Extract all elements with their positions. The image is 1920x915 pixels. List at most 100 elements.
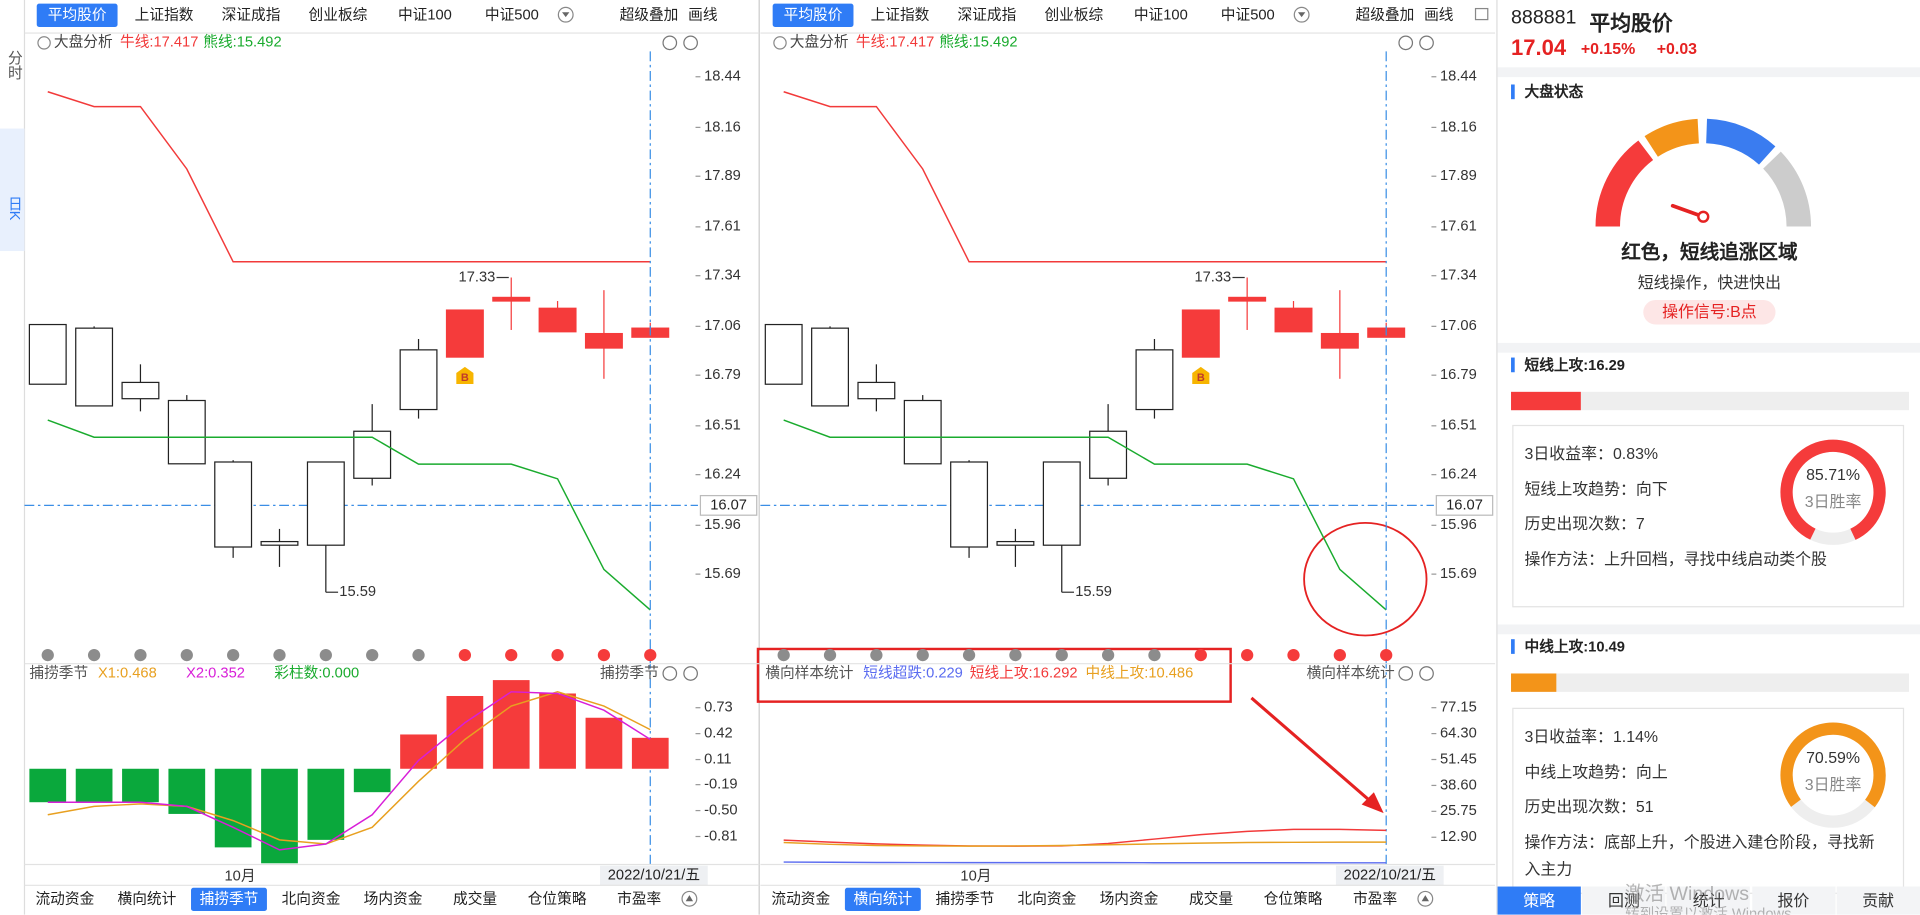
sidebar-tab[interactable]: 统计	[1667, 886, 1751, 915]
legend-entry: 牛线:17.417	[120, 34, 198, 51]
stock-tab[interactable]: 深证成指	[221, 6, 281, 24]
indicator-tab[interactable]: 横向统计	[844, 887, 921, 912]
indicator-tab[interactable]: 流动资金	[771, 890, 831, 908]
indicator-tab[interactable]: 北向资金	[1017, 890, 1077, 908]
gauge-pivot	[1697, 210, 1710, 223]
signal-dot	[319, 648, 332, 662]
win-rate-label: 3日胜率	[1804, 492, 1862, 511]
signal-dot	[180, 648, 193, 662]
stock-tab[interactable]: 平均股价	[36, 3, 118, 27]
stock-code: 888881	[1511, 7, 1577, 29]
stock-tab[interactable]: 中证500	[484, 6, 539, 24]
stock-tab[interactable]: 上证指数	[870, 6, 930, 24]
stock-tab[interactable]: 深证成指	[957, 6, 1017, 24]
indicator-tab[interactable]: 成交量	[453, 890, 498, 908]
stock-tab[interactable]: 中证500	[1220, 6, 1275, 24]
candle-body	[121, 381, 160, 400]
header-icon[interactable]	[1419, 666, 1434, 681]
indicator-tab[interactable]: 仓位策略	[1263, 890, 1323, 908]
dropdown-icon[interactable]	[1293, 6, 1310, 23]
tool-button[interactable]: 画线	[688, 6, 718, 24]
candle-body	[584, 332, 623, 349]
candle-body	[306, 461, 345, 546]
signal-pill: 操作信号:B点	[1643, 300, 1776, 325]
dropdown-icon[interactable]	[557, 6, 574, 23]
indicator-tab[interactable]: 仓位策略	[527, 890, 587, 908]
indicator-tab[interactable]: 捕捞季节	[191, 887, 267, 912]
divider	[1497, 342, 1920, 353]
indicator-tab[interactable]: 捕捞季节	[935, 890, 995, 908]
period-tab[interactable]: 日K	[0, 128, 25, 252]
highlight-circle	[1303, 521, 1428, 637]
collapse-icon[interactable]	[37, 36, 51, 50]
collapse-icon[interactable]	[1417, 890, 1434, 907]
buy-marker-label: B	[1197, 372, 1205, 384]
signal-dot	[644, 648, 657, 662]
indicator-legend: X2:0.352	[186, 665, 245, 681]
gauge-gray	[1762, 151, 1812, 227]
y-tick-label: 15.96	[1440, 517, 1477, 533]
y-tick-label: 0.11	[704, 751, 732, 767]
stock-tab[interactable]: 创业板综	[308, 6, 368, 24]
collapse-icon[interactable]	[681, 890, 698, 907]
candle-body	[445, 309, 484, 358]
stock-tab[interactable]: 中证100	[397, 6, 452, 24]
sidebar-tab[interactable]: 回测	[1582, 886, 1666, 915]
tool-button[interactable]: 超级叠加	[1355, 6, 1415, 24]
y-tick-label: 17.61	[704, 219, 741, 235]
y-tick-label: 16.51	[704, 418, 741, 434]
indicator-tab[interactable]: 市盈率	[617, 890, 662, 908]
price-series-line	[783, 419, 1387, 611]
y-tick-label: 17.06	[1440, 318, 1477, 334]
indicator-tab[interactable]: 成交量	[1188, 890, 1234, 908]
sidebar-tab[interactable]: 贡献	[1836, 886, 1920, 915]
indicator-tab[interactable]: 北向资金	[281, 890, 341, 908]
watermark: 转到设置以激活 Windows	[1624, 904, 1792, 915]
y-tick-label: -0.19	[704, 777, 737, 793]
window-icon[interactable]	[1474, 7, 1489, 21]
indicator-tab[interactable]: 市盈率	[1353, 890, 1398, 908]
indicator-bar	[214, 768, 252, 848]
strength-track	[1511, 673, 1909, 692]
buy-marker	[456, 366, 474, 385]
signal-dot	[227, 648, 240, 662]
header-icon[interactable]	[1419, 35, 1434, 51]
indicator-bar	[307, 768, 345, 840]
gauge	[1595, 118, 1812, 227]
candle-body	[399, 349, 438, 411]
header-icon[interactable]	[1398, 666, 1414, 681]
indicator-tab[interactable]: 流动资金	[35, 890, 95, 908]
tool-button[interactable]: 画线	[1424, 6, 1454, 24]
collapse-caret	[1421, 895, 1429, 902]
indicator-legend: 中线上攻:10.486	[1086, 664, 1194, 681]
header-icon[interactable]	[662, 35, 678, 51]
signal-dot	[1148, 648, 1161, 662]
indicator-bar	[585, 717, 623, 769]
indicator-tab[interactable]: 场内资金	[1099, 890, 1159, 908]
header-icon[interactable]	[683, 666, 698, 681]
change-pct: +0.15%	[1580, 39, 1636, 58]
signal-dot	[366, 648, 379, 662]
stock-tab[interactable]: 上证指数	[134, 6, 194, 24]
period-tab[interactable]: 分时	[6, 50, 24, 80]
strength-bar	[1511, 673, 1556, 692]
stock-tab[interactable]: 创业板综	[1044, 6, 1104, 24]
indicator-tab[interactable]: 横向统计	[117, 890, 177, 908]
stock-tab[interactable]: 平均股价	[772, 3, 854, 27]
highlight-box	[756, 647, 1232, 703]
indicator-tab[interactable]: 场内资金	[363, 890, 423, 908]
signal-dot	[1333, 648, 1346, 662]
header-icon[interactable]	[683, 35, 698, 51]
indicator-name: 横向样本统计	[1307, 664, 1395, 681]
tool-button[interactable]: 超级叠加	[619, 6, 679, 24]
sidebar-tab[interactable]: 报价	[1751, 886, 1836, 915]
stock-tab[interactable]: 中证100	[1133, 6, 1188, 24]
header-icon[interactable]	[1398, 35, 1414, 51]
header-icon[interactable]	[662, 666, 678, 681]
date-box	[1335, 865, 1444, 886]
collapse-icon[interactable]	[773, 36, 787, 50]
indicator-bar	[353, 768, 391, 793]
signal-dot	[597, 648, 611, 662]
sidebar-tab[interactable]: 策略	[1497, 886, 1581, 915]
